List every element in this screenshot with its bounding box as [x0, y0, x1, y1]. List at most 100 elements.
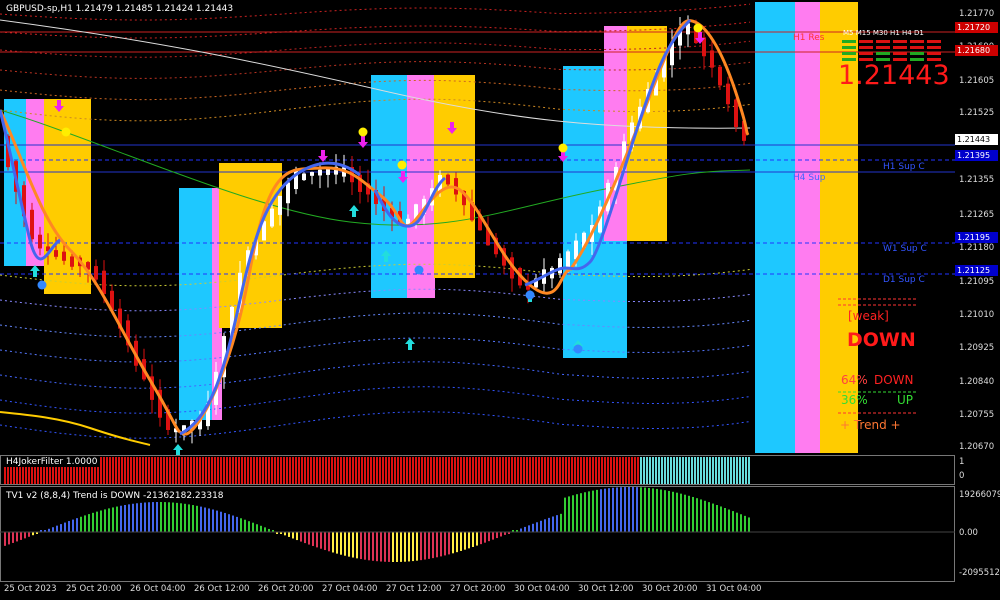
envelope-line — [0, 288, 751, 312]
candle-body — [566, 251, 570, 268]
filter-bar — [283, 457, 285, 484]
filter-bar — [400, 457, 402, 484]
down-arrow — [318, 150, 328, 162]
tv-bar — [80, 516, 82, 532]
candle-body — [702, 37, 706, 57]
dashboard-matrix-cell — [910, 52, 924, 55]
down-arrow — [447, 122, 457, 134]
dashboard-matrix-cell — [876, 46, 890, 49]
filter-bar — [256, 457, 258, 484]
filter-bar — [178, 457, 180, 484]
up-arrow — [30, 265, 40, 277]
filter-bar — [193, 457, 195, 484]
envelope-line — [0, 3, 751, 21]
signal-line-blue — [0, 109, 61, 261]
tv-bar — [332, 532, 334, 553]
price-axis-label: 1.21180 — [959, 243, 995, 253]
tv-bar — [512, 530, 514, 532]
filter-bar — [361, 457, 363, 484]
filter-bar — [286, 457, 288, 484]
tv-axis-mid: 0.00 — [959, 528, 978, 538]
main-price-chart[interactable] — [0, 0, 955, 455]
filter-bar — [634, 457, 636, 484]
dashboard-matrix-cell — [893, 46, 907, 49]
h1-res-label: H1 Res — [793, 33, 825, 43]
tv-bar — [620, 487, 622, 532]
tv-bar — [704, 500, 706, 532]
filter-bar — [13, 457, 15, 484]
tv-panel[interactable] — [0, 486, 955, 582]
filter-bar — [109, 457, 111, 484]
signal-line-blue — [179, 161, 361, 436]
tv-histogram — [0, 487, 955, 562]
filter-bar — [10, 457, 12, 484]
signal-line-blue — [373, 176, 447, 228]
tv-bar — [748, 517, 750, 532]
filter-bar — [370, 457, 372, 484]
tv-bar — [464, 532, 466, 550]
tv-bar — [624, 487, 626, 532]
tv-bar — [424, 532, 426, 560]
filter-bar — [694, 457, 696, 484]
tv-bar — [44, 530, 46, 532]
filter-bar — [52, 457, 54, 484]
tv-bar — [700, 499, 702, 532]
tv-bar — [308, 532, 310, 545]
filter-bar — [625, 457, 627, 484]
filter-bar — [289, 457, 291, 484]
filter-bar — [652, 457, 654, 484]
tv-bar — [356, 532, 358, 559]
filter-bar — [508, 457, 510, 484]
filter-bar — [64, 457, 66, 484]
filter-bar — [613, 457, 615, 484]
tv-bar — [36, 532, 38, 534]
filter-bar — [436, 457, 438, 484]
filter-panel[interactable] — [0, 455, 955, 485]
filter-bar — [211, 457, 213, 484]
candle-body — [62, 251, 66, 261]
tv-bar — [96, 511, 98, 532]
candle-body — [302, 173, 306, 181]
tv-bar — [372, 532, 374, 561]
filter-bar — [49, 457, 51, 484]
price-axis-label: 1.20755 — [959, 410, 995, 420]
envelope-line — [0, 79, 751, 101]
candle-body — [102, 270, 106, 295]
filter-bar — [61, 457, 63, 484]
tv-bar — [524, 526, 526, 532]
candle-body — [198, 418, 202, 430]
yellow-dot — [61, 127, 71, 137]
tv-bar — [328, 532, 330, 552]
down-arrow — [358, 136, 368, 148]
up-percent: 36% — [841, 393, 868, 407]
filter-bar — [709, 457, 711, 484]
tv-bar — [120, 505, 122, 532]
tv-bar — [528, 525, 530, 532]
signal-strength: [weak] — [848, 309, 889, 323]
filter-bar — [541, 457, 543, 484]
filter-bar — [208, 457, 210, 484]
tv-bar — [396, 532, 398, 562]
tv-bar — [236, 516, 238, 532]
dashboard-matrix-cell — [859, 58, 873, 61]
price-tag: 1.21125 — [955, 265, 998, 276]
candle-body — [574, 240, 578, 260]
zone-box — [407, 75, 435, 298]
filter-bar — [622, 457, 624, 484]
filter-bar — [406, 457, 408, 484]
filter-bar — [478, 457, 480, 484]
envelope-line — [0, 263, 751, 287]
filter-bar — [310, 457, 312, 484]
filter-bar — [598, 457, 600, 484]
tv-bar — [352, 532, 354, 558]
filter-bar — [358, 457, 360, 484]
tv-title: TV1 v2 (8,8,4) Trend is DOWN -21362182.2… — [6, 491, 224, 501]
tv-bar — [616, 487, 618, 532]
dashboard-matrix-cell — [893, 40, 907, 43]
tv-bar — [88, 514, 90, 532]
price-axis-label: 1.20925 — [959, 343, 995, 353]
blue-dot — [525, 290, 535, 300]
tv-bar — [132, 503, 134, 532]
candle-body — [230, 306, 234, 341]
filter-bar — [229, 457, 231, 484]
